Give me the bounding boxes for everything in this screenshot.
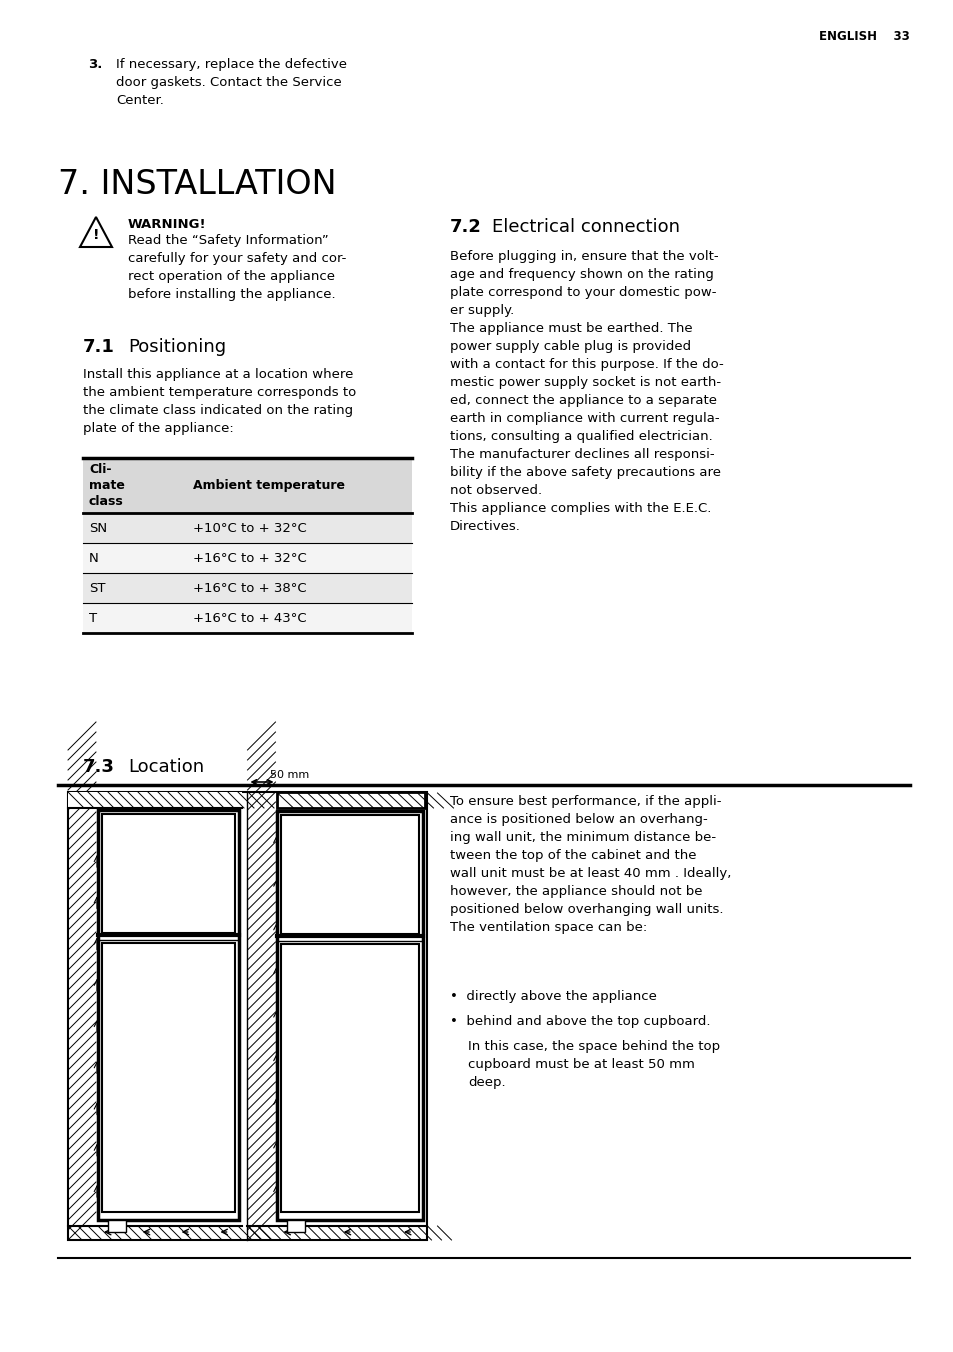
Text: Positioning: Positioning [128,338,226,356]
Text: 7.1: 7.1 [83,338,114,356]
Text: WARNING!: WARNING! [128,218,207,231]
Text: Cli-
mate
class: Cli- mate class [89,462,125,508]
Text: Electrical connection: Electrical connection [492,218,679,237]
Text: N: N [89,552,99,565]
Bar [277,811,422,1220]
Bar [277,792,424,808]
Bar [281,944,418,1211]
Text: •  directly above the appliance: • directly above the appliance [450,990,657,1003]
Text: 3.: 3. [88,58,102,72]
Bar [98,810,239,1220]
Text: ENGLISH    33: ENGLISH 33 [819,30,909,43]
Text: Install this appliance at a location where
the ambient temperature corresponds t: Install this appliance at a location whe… [83,368,355,435]
Text: 7.3: 7.3 [83,758,114,776]
Bar [83,458,412,512]
Bar [287,1220,305,1232]
Text: ST: ST [89,581,106,595]
Text: 50 mm: 50 mm [271,771,310,780]
Text: In this case, the space behind the top
cupboard must be at least 50 mm
deep.: In this case, the space behind the top c… [468,1040,720,1088]
Text: +16°C to + 43°C: +16°C to + 43°C [193,611,306,625]
Text: T: T [89,611,97,625]
Bar [68,792,427,1240]
Text: +16°C to + 32°C: +16°C to + 32°C [193,552,307,565]
Text: 7.2: 7.2 [450,218,481,237]
Bar [102,814,235,933]
Text: +10°C to + 32°C: +10°C to + 32°C [193,522,307,534]
Text: 7. INSTALLATION: 7. INSTALLATION [58,168,336,201]
Bar [102,942,235,1211]
Bar [108,1220,126,1232]
Bar [83,573,412,603]
Text: Read the “Safety Information”
carefully for your safety and cor-
rect operation : Read the “Safety Information” carefully … [128,234,346,301]
Text: !: ! [92,228,99,242]
Text: Before plugging in, ensure that the volt-
age and frequency shown on the rating
: Before plugging in, ensure that the volt… [450,250,723,533]
Bar [83,603,412,633]
Text: If necessary, replace the defective
door gaskets. Contact the Service
Center.: If necessary, replace the defective door… [116,58,347,107]
Text: Location: Location [128,758,204,776]
Text: +16°C to + 38°C: +16°C to + 38°C [193,581,306,595]
Bar [68,792,242,808]
Bar [281,815,418,934]
Text: •  behind and above the top cupboard.: • behind and above the top cupboard. [450,1015,710,1028]
Bar [83,512,412,544]
Bar [83,544,412,573]
Text: To ensure best performance, if the appli-
ance is positioned below an overhang-
: To ensure best performance, if the appli… [450,795,731,934]
Text: SN: SN [89,522,107,534]
Text: Ambient temperature: Ambient temperature [193,479,345,492]
